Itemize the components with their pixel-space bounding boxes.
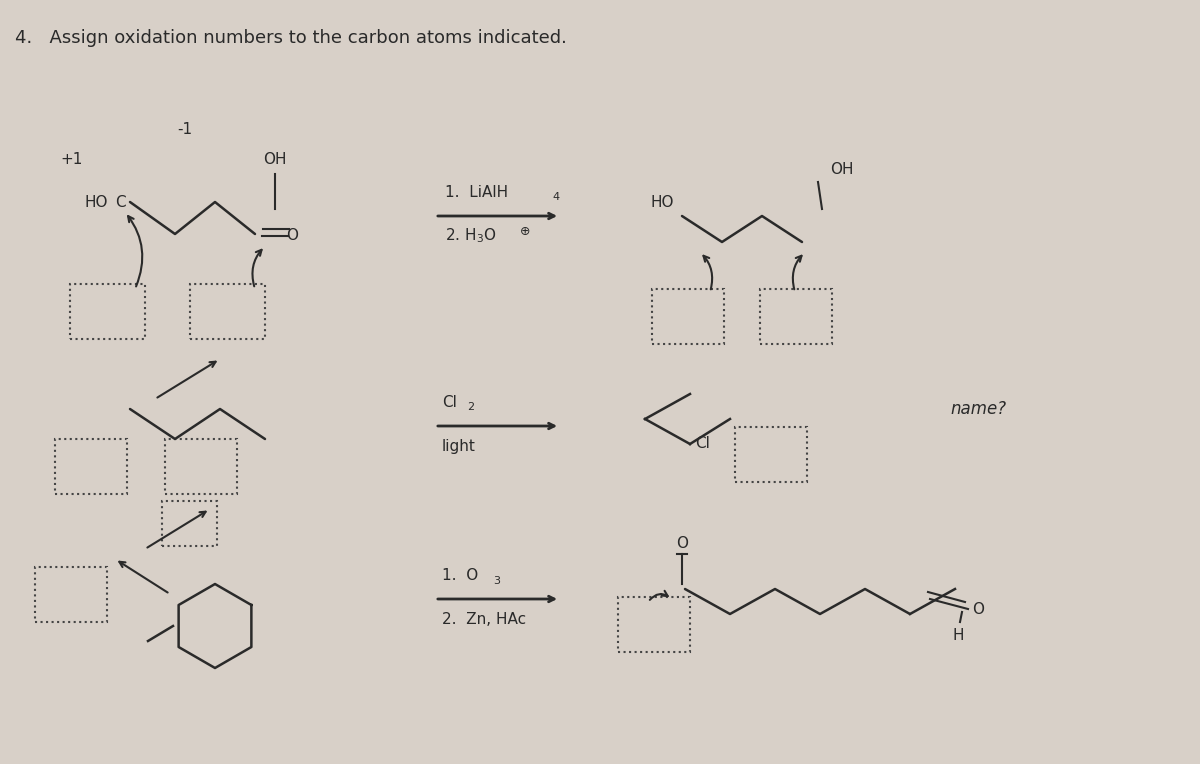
Bar [760, 289, 832, 344]
Text: 2.  Zn, HAc: 2. Zn, HAc [442, 611, 526, 626]
Text: name?: name? [950, 400, 1006, 418]
Text: ⊕: ⊕ [520, 225, 530, 238]
Text: +1: +1 [61, 151, 83, 167]
Bar [162, 501, 217, 546]
Text: -1: -1 [178, 121, 192, 137]
Text: light: light [442, 439, 476, 454]
Bar [55, 439, 127, 494]
Bar [35, 567, 107, 622]
Bar [652, 289, 724, 344]
Text: HO: HO [84, 195, 108, 209]
Bar [166, 439, 238, 494]
Text: HO: HO [650, 195, 673, 209]
Text: C: C [115, 195, 126, 209]
Text: 4: 4 [552, 192, 559, 202]
Text: Cl: Cl [442, 394, 457, 410]
Text: 1.  LiAlH: 1. LiAlH [445, 184, 508, 199]
Text: OH: OH [263, 151, 287, 167]
Text: O: O [972, 601, 984, 617]
Bar [70, 284, 145, 339]
Text: Cl: Cl [695, 436, 710, 452]
Text: 4.   Assign oxidation numbers to the carbon atoms indicated.: 4. Assign oxidation numbers to the carbo… [14, 29, 566, 47]
Text: 2. H$_3$O: 2. H$_3$O [445, 227, 497, 245]
Bar [618, 597, 690, 652]
Text: 2: 2 [467, 402, 474, 412]
Text: OH: OH [830, 161, 853, 176]
Text: 3: 3 [493, 576, 500, 586]
Text: O: O [286, 228, 298, 244]
Text: O: O [676, 536, 688, 552]
Bar [734, 427, 808, 482]
Text: 1.  O: 1. O [442, 568, 479, 584]
Bar [190, 284, 265, 339]
Text: H: H [953, 629, 964, 643]
